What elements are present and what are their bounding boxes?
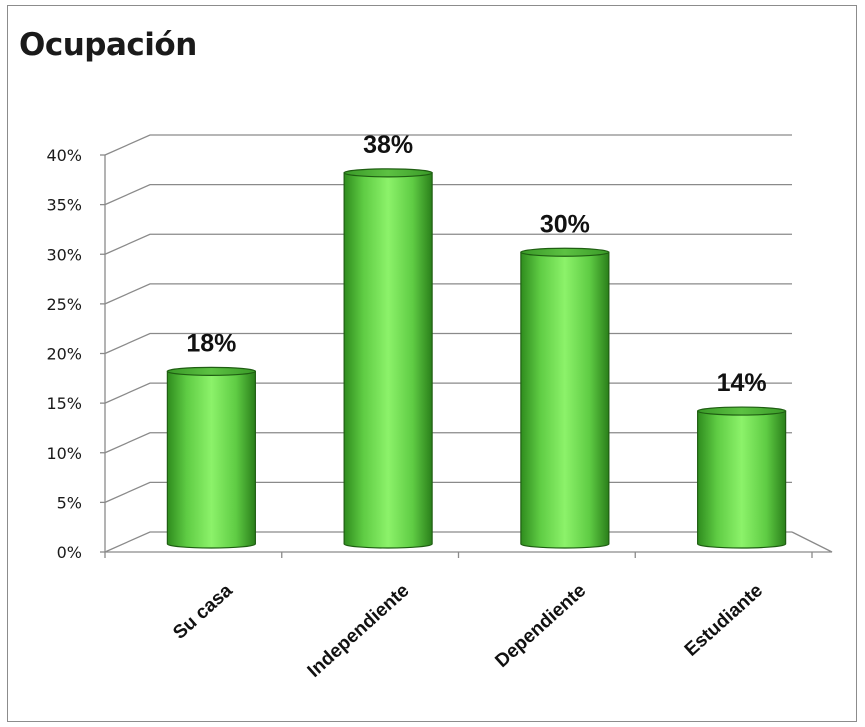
gridline bbox=[104, 183, 792, 206]
y-tick-label: 0% bbox=[57, 543, 82, 562]
y-tick-label: 15% bbox=[46, 394, 82, 413]
bar-top bbox=[343, 168, 433, 178]
y-tick-label: 10% bbox=[46, 444, 82, 463]
x-category-label: Estudiante bbox=[681, 580, 767, 661]
bar bbox=[697, 406, 787, 549]
bar bbox=[166, 366, 256, 549]
y-tick-label: 35% bbox=[46, 196, 82, 215]
chart-title: Ocupación bbox=[19, 27, 197, 63]
bar-body bbox=[166, 370, 256, 549]
y-tick-label: 20% bbox=[46, 345, 82, 364]
gridline bbox=[104, 283, 792, 305]
bar bbox=[343, 168, 433, 549]
bar-body bbox=[343, 172, 433, 549]
bar-body bbox=[520, 251, 610, 549]
data-label: 14% bbox=[717, 369, 767, 397]
x-category-label: Independiente bbox=[304, 580, 414, 682]
bar-top bbox=[166, 366, 256, 376]
x-category-label: Su casa bbox=[169, 580, 237, 644]
x-category-label: Dependiente bbox=[491, 580, 590, 672]
x-axis-floor bbox=[105, 531, 833, 553]
bar bbox=[520, 247, 610, 549]
y-tick-label: 40% bbox=[46, 146, 82, 165]
data-label: 30% bbox=[540, 210, 590, 238]
bar-top bbox=[520, 247, 610, 257]
y-tick-label: 25% bbox=[46, 295, 82, 314]
bar-body bbox=[697, 410, 787, 549]
bar-top bbox=[697, 406, 787, 416]
data-label: 38% bbox=[363, 131, 413, 159]
y-tick-label: 5% bbox=[57, 493, 82, 512]
gridline bbox=[104, 134, 792, 156]
y-tick-label: 30% bbox=[46, 245, 82, 264]
data-label: 18% bbox=[186, 329, 236, 357]
gridline bbox=[104, 233, 792, 255]
